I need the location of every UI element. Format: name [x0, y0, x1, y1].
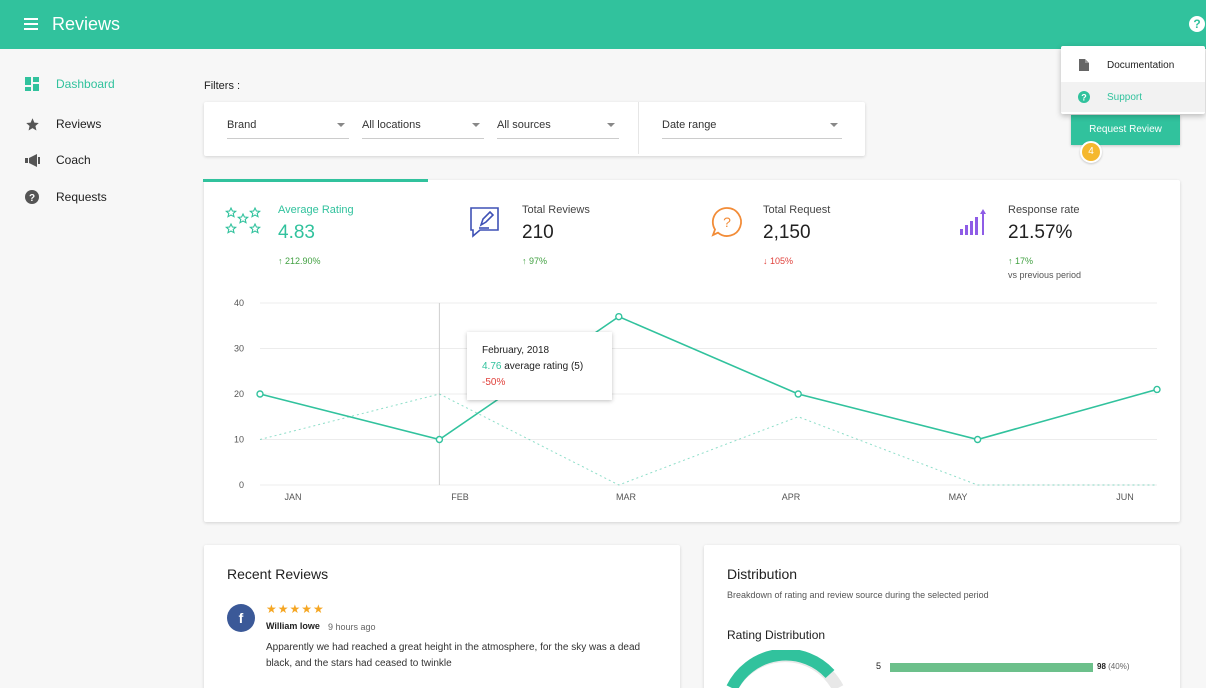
sidebar-item-label: Dashboard	[56, 77, 115, 91]
tooltip-value-label: average rating (5)	[501, 361, 584, 372]
svg-text:?: ?	[1081, 93, 1087, 103]
distribution-subtitle: Breakdown of rating and review source du…	[727, 590, 989, 600]
stat-change-response-rate: ↑ 17%	[1008, 256, 1034, 266]
help-icon[interactable]: ?	[1189, 16, 1205, 32]
stat-change-average-rating: ↑ 212.90%	[278, 256, 321, 266]
menu-item-documentation[interactable]: Documentation	[1061, 50, 1205, 80]
chevron-down-icon	[472, 123, 480, 127]
review-time: 9 hours ago	[328, 622, 376, 632]
stat-label-total-reviews: Total Reviews	[522, 204, 590, 216]
filters-label: Filters :	[204, 80, 241, 92]
svg-text:?: ?	[29, 193, 35, 204]
sidebar-item-reviews[interactable]: Reviews	[24, 114, 101, 134]
donut-segment	[726, 650, 835, 688]
reviewer-name[interactable]: William lowe	[266, 621, 320, 631]
question-icon: ?	[24, 189, 40, 205]
stat-value-total-reviews: 210	[522, 222, 554, 243]
question-bubble-icon: ?	[710, 205, 744, 239]
stat-value-response-rate: 21.57%	[1008, 222, 1073, 243]
menu-item-label: Documentation	[1107, 59, 1175, 71]
rating-donut-chart	[726, 650, 844, 688]
distribution-title: Distribution	[727, 566, 798, 582]
chevron-down-icon	[337, 123, 345, 127]
request-review-button[interactable]: Request Review	[1071, 115, 1180, 145]
stat-value-total-request: 2,150	[763, 222, 811, 243]
rating-distribution-title: Rating Distribution	[727, 628, 826, 642]
star-icon	[24, 116, 40, 132]
tooltip-title: February, 2018	[482, 345, 550, 356]
svg-text:?: ?	[723, 214, 731, 230]
recent-reviews-card	[204, 545, 680, 688]
megaphone-icon	[24, 152, 40, 168]
facebook-icon: f	[227, 604, 255, 632]
dist-row-label: 5	[876, 661, 882, 671]
stat-sub-response-rate: vs previous period	[1008, 270, 1082, 280]
sidebar-item-dashboard[interactable]: Dashboard	[24, 74, 115, 94]
support-icon: ?	[1078, 91, 1090, 103]
tooltip-change: -50%	[482, 377, 506, 388]
request-count-badge: 4	[1080, 141, 1102, 163]
date-range-select-value: Date range	[662, 119, 717, 131]
locations-select[interactable]: All locations	[362, 119, 484, 139]
hamburger-icon[interactable]	[24, 18, 38, 30]
review-edit-icon	[468, 205, 502, 239]
help-menu: Documentation ? Support	[1061, 46, 1205, 114]
document-icon	[1078, 59, 1090, 71]
review-text: Apparently we had reached a great height…	[266, 642, 641, 669]
active-tab-indicator	[203, 179, 428, 182]
dist-row-value: 98 (40%)	[1097, 662, 1129, 671]
dist-row-pct: (40%)	[1108, 662, 1130, 671]
stat-label-total-request: Total Request	[763, 204, 831, 216]
dist-row-bar	[890, 663, 1093, 672]
filters-card: Brand All locations All sources Date ran…	[204, 102, 865, 156]
tooltip-value: 4.76	[482, 361, 502, 372]
sidebar-item-label: Coach	[56, 153, 91, 167]
chevron-down-icon	[830, 123, 838, 127]
stat-change-total-request: ↓ 105%	[763, 256, 794, 266]
locations-select-value: All locations	[362, 119, 421, 131]
chart-tooltip: February, 2018 4.76 average rating (5) -…	[467, 332, 612, 400]
filter-divider	[638, 102, 639, 154]
stat-value-average-rating: 4.83	[278, 222, 315, 243]
brand-select-value: Brand	[227, 119, 257, 131]
recent-reviews-title: Recent Reviews	[227, 566, 329, 582]
menu-item-label: Support	[1107, 91, 1143, 103]
sources-select-value: All sources	[497, 119, 551, 131]
sidebar-item-requests[interactable]: ? Requests	[24, 187, 107, 207]
dist-row-count: 98	[1097, 662, 1106, 671]
menu-item-support[interactable]: ? Support	[1061, 82, 1205, 112]
stat-label-response-rate: Response rate	[1008, 204, 1080, 216]
sidebar-item-coach[interactable]: Coach	[24, 150, 91, 170]
sources-select[interactable]: All sources	[497, 119, 619, 139]
review-rating-stars: ★★★★★	[266, 602, 325, 616]
bar-growth-icon	[956, 205, 990, 239]
stat-change-total-reviews: ↑ 97%	[522, 256, 548, 266]
sidebar-item-label: Requests	[56, 190, 107, 204]
stat-label-average-rating: Average Rating	[278, 204, 354, 216]
sidebar-item-label: Reviews	[56, 117, 102, 131]
brand-select[interactable]: Brand	[227, 119, 349, 139]
tooltip-value-row: 4.76 average rating (5)	[482, 359, 597, 375]
dashboard-icon	[24, 76, 40, 92]
chevron-down-icon	[607, 123, 615, 127]
app-title: Reviews	[52, 14, 121, 34]
top-app-bar: Reviews ?	[0, 0, 1206, 49]
date-range-select[interactable]: Date range	[662, 119, 842, 139]
stars-icon	[224, 205, 262, 239]
